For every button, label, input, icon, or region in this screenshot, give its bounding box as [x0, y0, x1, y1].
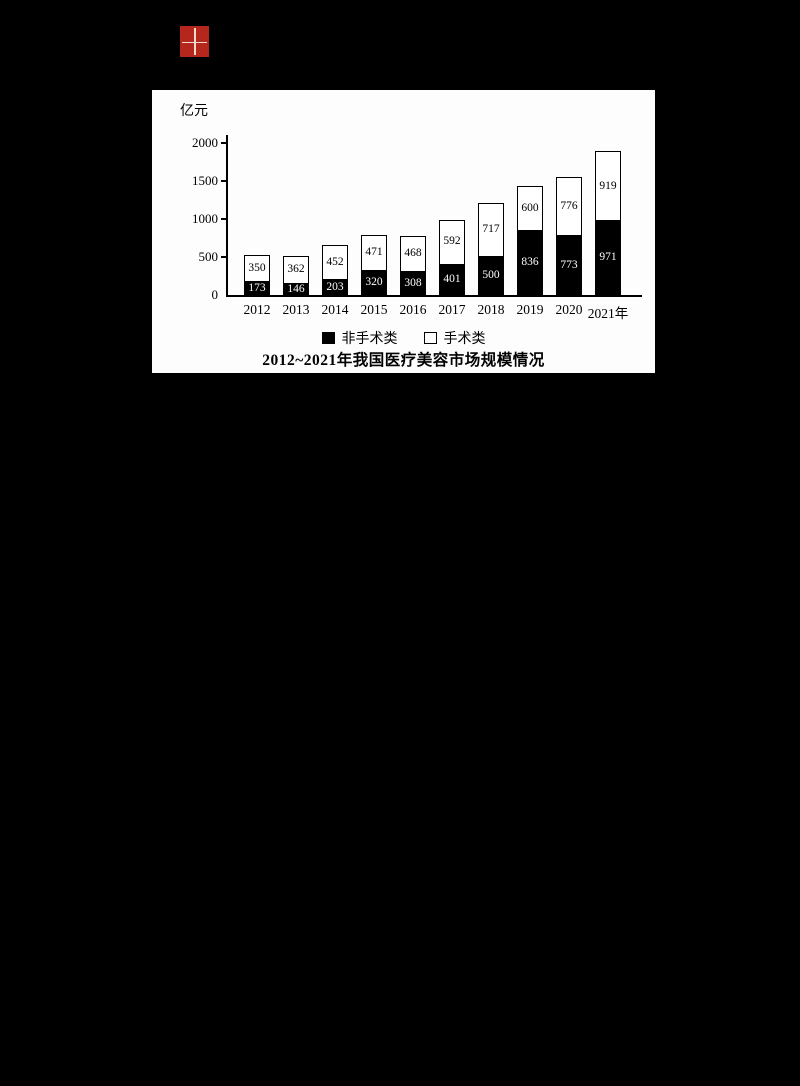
y-tick-label: 1500 [192, 173, 218, 188]
bar-segment-nonsurgical-2016: 308 [400, 271, 426, 295]
x-axis-label-2014: 2014 [321, 302, 349, 317]
bar-segment-nonsurgical-2017: 401 [439, 264, 465, 295]
bar-segment-surgical-2015: 471 [361, 234, 387, 271]
bar-segment-surgical-2012: 350 [244, 255, 270, 282]
bar-segment-surgical-2018: 717 [478, 202, 504, 257]
legend-swatch-surgical [423, 332, 437, 344]
bar-segment-surgical-2020: 776 [556, 177, 582, 237]
legend-swatch-nonsurgical [321, 332, 335, 344]
y-tick-label: 0 [211, 287, 219, 302]
bar-segment-nonsurgical-2019: 836 [517, 231, 543, 295]
seal-pattern [182, 28, 207, 55]
x-axis-label-2021: 2021年 [587, 306, 629, 321]
x-axis-label-2015: 2015 [360, 302, 388, 317]
bar-segment-surgical-2016: 468 [400, 236, 426, 272]
seal-cell [182, 28, 195, 42]
y-tick-mark [221, 218, 226, 220]
y-axis-line [226, 135, 228, 297]
legend-item-nonsurgical: 非手术类 [321, 328, 398, 348]
y-tick-label: 1000 [192, 211, 218, 226]
chart-panel: 亿元 非手术类 手术类 2012~2021年我国医疗美容市场规模情况 0 500 10… [152, 90, 655, 373]
y-tick-label: 500 [198, 249, 219, 264]
chart-legend: 非手术类 手术类 [152, 328, 655, 348]
x-axis-label-2012: 2012 [243, 302, 271, 317]
x-axis-label-2020: 2020 [555, 302, 583, 317]
x-axis-label-2017: 2017 [438, 302, 466, 317]
bar-segment-surgical-2013: 362 [283, 256, 309, 284]
bar-segment-nonsurgical-2012: 173 [244, 281, 270, 295]
bar-segment-nonsurgical-2014: 203 [322, 279, 348, 295]
bar-segment-nonsurgical-2015: 320 [361, 270, 387, 295]
y-axis-unit-label: 亿元 [180, 104, 208, 119]
chart-title: 2012~2021年我国医疗美容市场规模情况 [262, 352, 545, 369]
bar-segment-surgical-2019: 600 [517, 185, 543, 232]
y-tick-mark [221, 142, 226, 144]
bar-segment-surgical-2017: 592 [439, 219, 465, 265]
bar-segment-surgical-2014: 452 [322, 245, 348, 280]
x-axis-label-2018: 2018 [477, 302, 505, 317]
y-tick-label: 2000 [192, 135, 218, 150]
y-tick-mark [221, 256, 226, 258]
x-axis-line [226, 295, 642, 297]
legend-label-surgical: 手术类 [443, 332, 486, 347]
legend-label-nonsurgical: 非手术类 [341, 332, 398, 347]
y-tick-mark [221, 180, 226, 182]
x-axis-label-2019: 2019 [516, 302, 544, 317]
bar-segment-surgical-2021: 919 [595, 151, 621, 222]
seal-cell [182, 43, 195, 55]
bar-segment-nonsurgical-2018: 500 [478, 257, 504, 295]
x-axis-label-2013: 2013 [282, 302, 310, 317]
bar-segment-nonsurgical-2021: 971 [595, 221, 621, 295]
x-axis-label-2016: 2016 [399, 302, 427, 317]
seal-cell [195, 43, 207, 55]
legend-item-surgical: 手术类 [423, 328, 486, 348]
seal-cell [195, 28, 207, 42]
bar-segment-nonsurgical-2013: 146 [283, 283, 309, 295]
red-seal-stamp-icon [180, 26, 209, 57]
bar-segment-nonsurgical-2020: 773 [556, 236, 582, 295]
